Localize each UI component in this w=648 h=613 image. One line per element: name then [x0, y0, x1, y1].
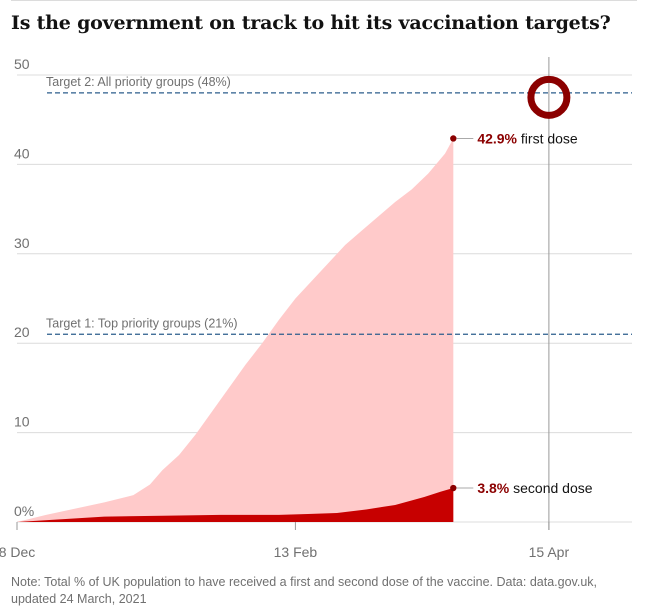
x-tick-label: 15 Apr	[529, 544, 570, 560]
chart-title: Is the government on track to hit its va…	[11, 12, 611, 34]
target-label-2: Target 2: All priority groups (48%)	[46, 75, 231, 89]
second-dose-annotation: 3.8% second dose	[477, 480, 592, 496]
target-layer: Target 1: Top priority groups (21%) Targe…	[46, 57, 632, 530]
first-dose-annotation: 42.9% first dose	[477, 130, 578, 146]
second-dose-end-point	[450, 484, 457, 492]
area-second-dose	[17, 488, 454, 522]
area-first-dose	[17, 138, 454, 522]
first-dose-end-point	[450, 135, 457, 142]
target-label-1: Target 1: Top priority groups (21%)	[46, 316, 238, 330]
first-dose-label: first dose	[521, 130, 578, 146]
x-tick-label: 8 Dec	[0, 544, 35, 560]
x-tick-label: 13 Feb	[274, 544, 318, 560]
target-marker-ring	[527, 75, 571, 119]
first-dose-value: 42.9%	[477, 130, 521, 146]
vaccination-chart: Target 1: Top priority groups (21%) Targe…	[0, 56, 632, 560]
y-tick-label: 40	[14, 145, 30, 161]
area-layer	[17, 138, 454, 522]
annotation-layer: 42.9% first dose 3.8% second dose	[450, 130, 593, 496]
y-tick-label: 10	[14, 414, 30, 430]
y-tick-label: 20	[14, 324, 30, 340]
chart-note: Note: Total % of UK population to have r…	[11, 575, 598, 606]
y-tick-label: 30	[14, 235, 30, 251]
second-dose-label: second dose	[513, 480, 593, 496]
axis-layer: 0% 10 20 30 40 50 8 Dec 13 Feb 15 Apr	[0, 56, 569, 560]
second-dose-value: 3.8%	[477, 480, 513, 496]
y-tick-label: 50	[14, 56, 30, 72]
top-rule	[11, 0, 637, 1]
y-tick-label: 0%	[14, 503, 34, 519]
